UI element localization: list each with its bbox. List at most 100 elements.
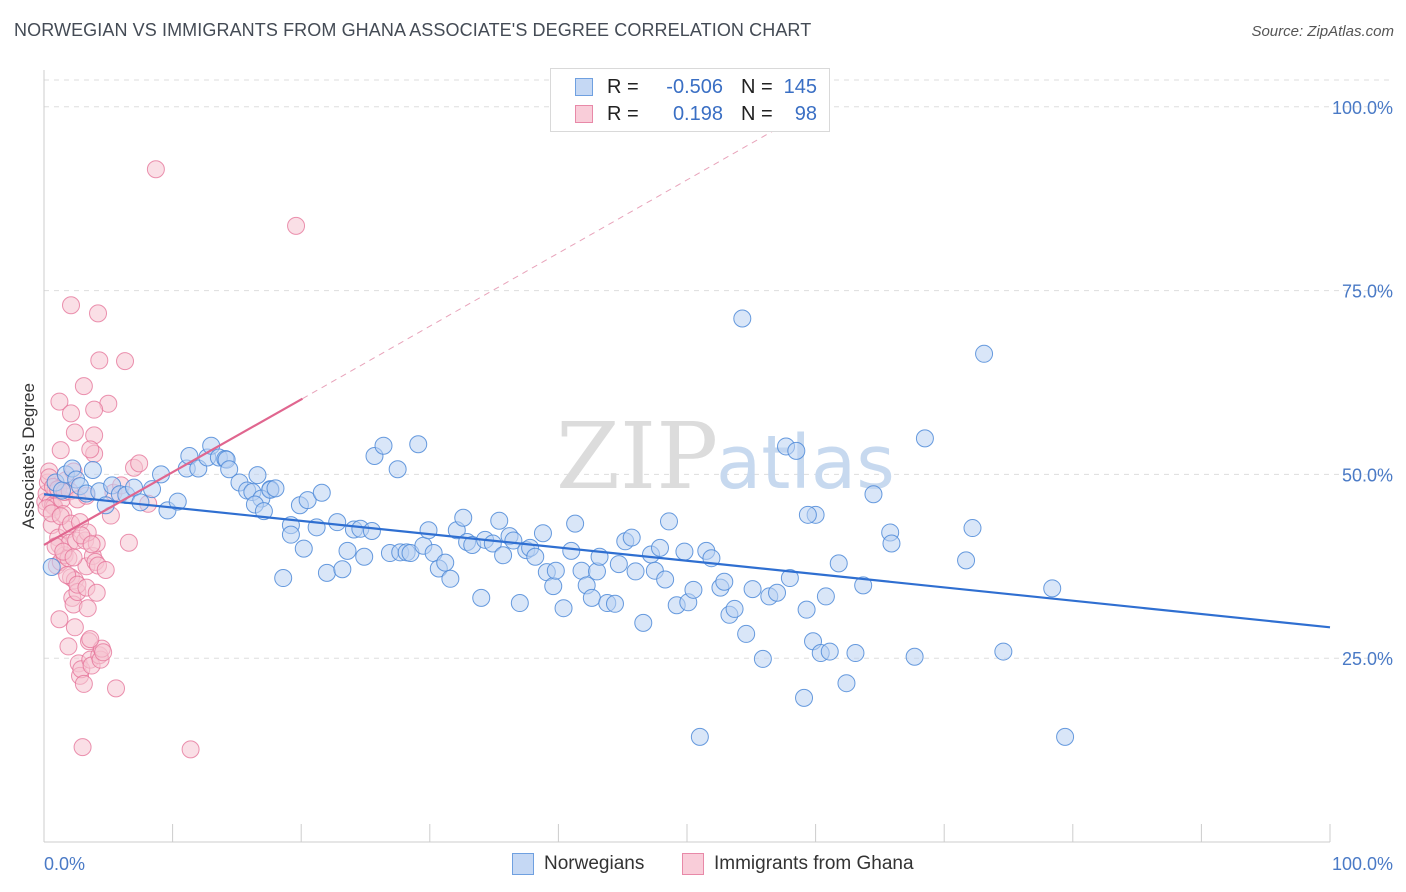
y-tick-label: 75.0%: [1342, 282, 1393, 302]
bottom-legend-swatch-ghana: [682, 853, 704, 875]
norwegian-point: [266, 479, 285, 498]
norwegian-point: [743, 580, 762, 599]
legend-n-label: N =: [741, 102, 773, 125]
legend-n-value: 98: [794, 102, 817, 125]
norwegian-point: [963, 519, 982, 538]
y-tick-label: 100.0%: [1332, 98, 1393, 118]
ghana-point: [96, 560, 115, 579]
bottom-legend-label-ghana: Immigrants from Ghana: [714, 853, 914, 874]
norwegian-point: [281, 525, 300, 544]
ghana-trend-extension: [302, 106, 816, 400]
ghana-point: [146, 160, 165, 179]
ghana-point: [74, 674, 93, 693]
ghana-point: [73, 738, 92, 757]
norwegian-point: [675, 542, 694, 561]
norwegian-point: [690, 727, 709, 746]
norwegian-point: [737, 624, 756, 643]
y-tick-labels: 25.0% 50.0% 75.0% 100.0%: [1332, 98, 1393, 669]
norwegian-point: [957, 551, 976, 570]
norwegian-point: [510, 594, 529, 613]
norwegian-point: [905, 647, 924, 666]
legend-n-label: N =: [741, 75, 773, 98]
bottom-legend-norwegians: Norwegians: [512, 852, 644, 876]
ghana-point: [78, 599, 97, 618]
norwegian-point: [605, 594, 624, 613]
norwegian-point: [837, 674, 856, 693]
ghana-trend-line: [43, 397, 304, 546]
norwegian-point: [168, 492, 187, 511]
norwegian-point: [338, 541, 357, 560]
norwegian-point: [312, 483, 331, 502]
norwegian-point: [490, 511, 509, 530]
y-tick-label: 50.0%: [1342, 465, 1393, 485]
norwegian-point: [829, 554, 848, 573]
ghana-point: [87, 583, 106, 602]
norwegian-point: [780, 569, 799, 588]
legend-r-value: -0.506: [666, 75, 723, 98]
norwegian-point: [634, 613, 653, 632]
ghana-point: [62, 296, 81, 315]
ghana-point: [85, 400, 104, 419]
legend-row-ghana: R = 0.198 N = 98: [575, 101, 817, 127]
norwegian-point: [254, 502, 273, 521]
ghana-point: [64, 548, 83, 567]
ghana-point: [59, 637, 78, 656]
ghana-point: [82, 535, 101, 554]
norwegian-point: [546, 561, 565, 580]
ghana-points: [36, 160, 306, 759]
grid-lines: [44, 79, 1392, 659]
norwegian-point: [388, 460, 407, 479]
norwegian-point: [622, 528, 641, 547]
norwegian-point: [294, 539, 313, 558]
norwegian-point: [626, 562, 645, 581]
norwegian-point: [355, 547, 374, 566]
norwegian-point: [554, 599, 573, 618]
ghana-point: [90, 351, 109, 370]
norwegian-point: [795, 688, 814, 707]
norwegian-point: [650, 538, 669, 557]
chart-title: NORWEGIAN VS IMMIGRANTS FROM GHANA ASSOC…: [14, 20, 812, 40]
norwegian-point: [436, 553, 455, 572]
norwegian-point: [787, 441, 806, 460]
norwegian-point: [846, 644, 865, 663]
ghana-point: [81, 440, 100, 459]
ghana-point: [116, 352, 135, 371]
norwegian-point: [820, 642, 839, 661]
norwegian-point: [684, 580, 703, 599]
norwegian-point: [544, 577, 563, 596]
ghana-point: [65, 618, 84, 637]
norwegian-point: [798, 505, 817, 524]
norwegian-point: [797, 600, 816, 619]
norwegian-point: [374, 436, 393, 455]
legend-r-label: R =: [607, 102, 639, 125]
correlation-legend: R = -0.506 N = 145 R = 0.198 N = 98: [550, 68, 830, 132]
norwegian-point: [504, 531, 523, 550]
norwegian-point: [725, 599, 744, 618]
watermark: ZIP atlas: [556, 403, 895, 510]
norwegian-point: [994, 642, 1013, 661]
ghana-point: [51, 441, 70, 460]
norwegian-point: [854, 576, 873, 595]
norwegian-point: [298, 491, 317, 510]
trend-lines: [43, 106, 1331, 629]
axes: [43, 70, 1331, 843]
norwegian-point: [42, 558, 61, 577]
norwegian-point: [609, 555, 628, 574]
norwegian-point: [1043, 579, 1062, 598]
norwegian-point: [441, 569, 460, 588]
norwegian-point: [131, 493, 150, 512]
norwegian-point: [328, 513, 347, 532]
ghana-point: [74, 377, 93, 396]
norwegian-point: [333, 560, 352, 579]
legend-row-norwegians: R = -0.506 N = 145: [575, 74, 817, 100]
y-axis-title: Associate's Degree: [19, 383, 38, 529]
norwegian-point: [882, 534, 901, 553]
ghana-point: [62, 404, 81, 423]
norwegian-point: [715, 572, 734, 591]
ghana-point: [119, 533, 138, 552]
norwegian-point: [419, 521, 438, 540]
y-tick-label: 25.0%: [1342, 649, 1393, 669]
norwegian-trend-line: [43, 493, 1331, 629]
norwegian-point: [656, 570, 675, 589]
